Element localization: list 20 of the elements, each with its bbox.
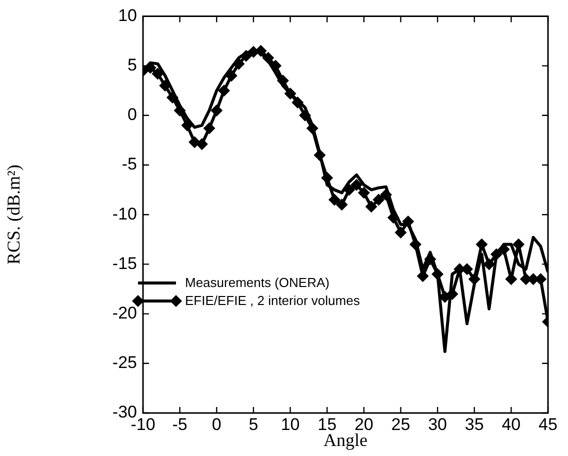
- y-axis-title: RCS. (dB.m²): [4, 164, 24, 265]
- y-tick-label: -15: [112, 254, 137, 273]
- x-tick-label: 5: [248, 414, 258, 434]
- y-tick-label: -25: [112, 353, 137, 372]
- y-tick-label: -20: [112, 303, 137, 322]
- x-tick-label: -5: [172, 414, 188, 434]
- y-tick-label: 5: [128, 55, 137, 74]
- y-tick-label: 0: [128, 105, 137, 124]
- x-tick-label: 40: [502, 414, 521, 434]
- y-tick-label: -10: [112, 204, 137, 224]
- x-tick-label: 0: [212, 414, 222, 434]
- x-tick-label: 35: [464, 414, 484, 434]
- x-tick-label: 25: [391, 414, 410, 434]
- legend-label: EFIE/EFIE , 2 interior volumes: [185, 292, 360, 310]
- x-tick-label: 30: [428, 414, 448, 434]
- legend-label: Measurements (ONERA): [185, 274, 330, 292]
- x-tick-label: 45: [538, 414, 558, 434]
- y-tick-label: 10: [118, 6, 137, 25]
- y-tick-label: -5: [122, 154, 137, 174]
- x-tick-label: 10: [280, 414, 300, 434]
